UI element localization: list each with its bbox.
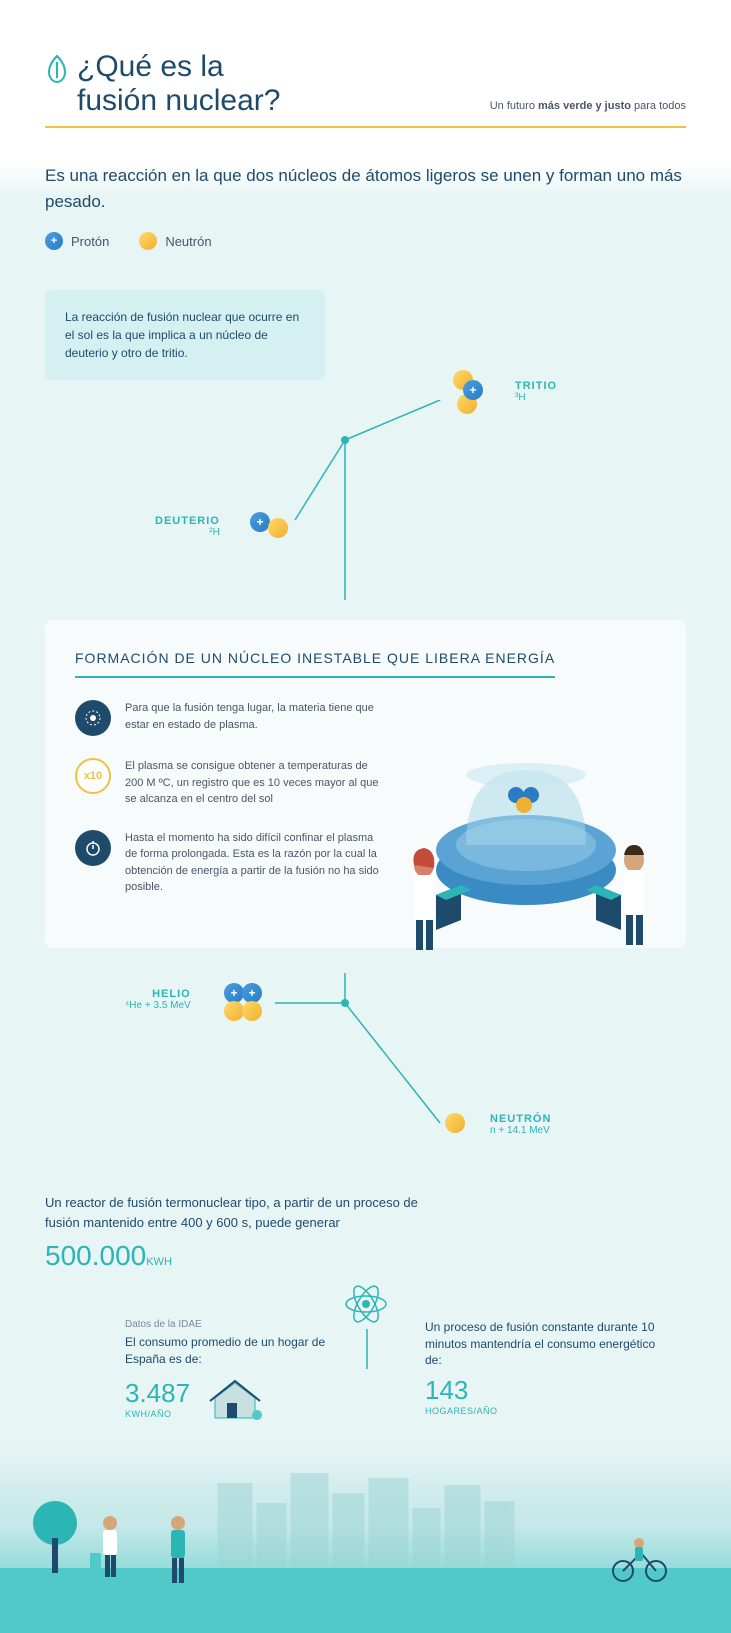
header: ¿Qué es la fusión nuclear? Un futuro más…	[45, 50, 686, 128]
stat-household-consumption: Datos de la IDAE El consumo promedio de …	[125, 1319, 365, 1424]
city-buildings	[217, 1473, 514, 1573]
connector-lines	[45, 400, 686, 620]
neutron-icon	[139, 232, 157, 250]
reactor-illustration	[386, 720, 666, 970]
formation-item-temperature: x10 El plasma se consigue obtener a temp…	[75, 758, 385, 808]
leaf-icon	[45, 54, 69, 93]
temperature-x10-icon: x10	[75, 758, 111, 794]
legend-proton: Protón	[45, 232, 109, 250]
legend-neutron: Neutrón	[139, 232, 211, 250]
deuterio-atom	[250, 510, 295, 545]
output-atoms-diagram: HELIO ⁴He + 3.5 MeV NEUTRÓN n + 14.1 MeV	[45, 973, 686, 1173]
formation-item-confinement: Hasta el momento ha sido difícil confina…	[75, 830, 385, 896]
stopwatch-icon	[75, 830, 111, 866]
footer-illustration	[0, 1453, 731, 1633]
formation-box: FORMACIÓN DE UN NÚCLEO INESTABLE QUE LIB…	[45, 620, 686, 948]
tritio-label: TRITIO ³H	[515, 380, 557, 403]
legend: Protón Neutrón	[45, 232, 686, 250]
person-recycling-icon	[90, 1513, 130, 1588]
generator-value: 500.000	[45, 1240, 146, 1271]
title-line2: fusión nuclear?	[77, 84, 280, 118]
neutron-out-label: NEUTRÓN n + 14.1 MeV	[490, 1113, 551, 1136]
input-atoms-diagram: TRITIO ³H DEUTERIO ²H	[45, 400, 686, 620]
stats-row: Datos de la IDAE El consumo promedio de …	[45, 1319, 686, 1424]
house-icon	[205, 1373, 265, 1423]
tree-icon	[30, 1498, 80, 1583]
proton-icon	[45, 232, 63, 250]
reaction-description-box: La reacción de fusión nuclear que ocurre…	[45, 290, 325, 380]
formation-item-plasma: Para que la fusión tenga lugar, la mater…	[75, 700, 385, 736]
atom-symbol-icon	[341, 1279, 391, 1334]
stat-fusion-output: Un proceso de fusión constante durante 1…	[425, 1319, 665, 1424]
formation-title: FORMACIÓN DE UN NÚCLEO INESTABLE QUE LIB…	[75, 650, 555, 678]
neutron-out-atom	[445, 1113, 467, 1140]
tritio-atom	[445, 370, 495, 425]
helio-atom	[220, 983, 270, 1033]
person-walking-icon	[160, 1513, 195, 1593]
cyclist-icon	[611, 1533, 671, 1588]
title-block: ¿Qué es la fusión nuclear?	[45, 50, 280, 118]
intro-text: Es una reacción en la que dos núcleos de…	[45, 163, 686, 214]
plasma-state-icon	[75, 700, 111, 736]
tagline: Un futuro más verde y justo para todos	[490, 100, 686, 112]
helio-label: HELIO ⁴He + 3.5 MeV	[125, 988, 191, 1011]
deuterio-label: DEUTERIO ²H	[155, 515, 220, 538]
title-line1: ¿Qué es la	[77, 50, 280, 84]
generator-text: Un reactor de fusión termonuclear tipo, …	[45, 1193, 425, 1279]
